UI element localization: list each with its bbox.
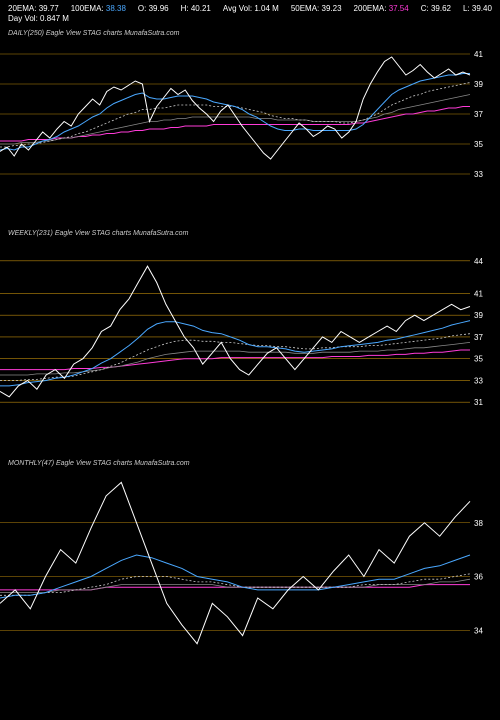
svg-text:37: 37 [474, 333, 483, 342]
svg-text:39: 39 [474, 311, 483, 320]
header-stats: 20EMA: 39.77 100EMA: 38.38 O: 39.96 H: 4… [0, 0, 500, 29]
stat-ema20: 20EMA: 39.77 [8, 4, 59, 14]
svg-text:39: 39 [474, 80, 483, 89]
stat-low: L: 39.40 [463, 4, 492, 14]
stat-close: C: 39.62 [421, 4, 451, 14]
chart-block-0: DAILY(250) Eagle View STAG charts Munafa… [0, 30, 500, 210]
svg-text:38: 38 [474, 519, 483, 528]
svg-text:37: 37 [474, 110, 483, 119]
chart-block-2: MONTHLY(47) Eagle View STAG charts Munaf… [0, 460, 500, 690]
stat-ema100: 100EMA: 38.38 [71, 4, 126, 14]
svg-text:35: 35 [474, 140, 483, 149]
svg-text:41: 41 [474, 50, 483, 59]
svg-text:35: 35 [474, 355, 483, 364]
stat-high: H: 40.21 [181, 4, 211, 14]
svg-text:34: 34 [474, 626, 483, 635]
svg-text:36: 36 [474, 573, 483, 582]
svg-text:41: 41 [474, 289, 483, 298]
chart-block-1: WEEKLY(231) Eagle View STAG charts Munaf… [0, 230, 500, 430]
svg-text:33: 33 [474, 376, 483, 385]
chart-title: WEEKLY(231) Eagle View STAG charts Munaf… [0, 230, 500, 237]
stat-ema200: 200EMA: 37.54 [354, 4, 409, 14]
stat-open: O: 39.96 [138, 4, 169, 14]
chart-svg: 34 36 38 [0, 469, 500, 684]
chart-svg: 33 35 37 39 41 [0, 39, 500, 204]
svg-text:31: 31 [474, 398, 483, 407]
chart-svg: 31 33 35 37 39 41 44 [0, 239, 500, 424]
stat-ema50: 50EMA: 39.23 [291, 4, 342, 14]
stat-dayvol: Day Vol: 0.847 M [8, 14, 69, 24]
svg-text:33: 33 [474, 170, 483, 179]
chart-title: MONTHLY(47) Eagle View STAG charts Munaf… [0, 460, 500, 467]
chart-title: DAILY(250) Eagle View STAG charts Munafa… [0, 30, 500, 37]
svg-text:44: 44 [474, 257, 483, 266]
stat-avgvol: Avg Vol: 1.04 M [223, 4, 279, 14]
